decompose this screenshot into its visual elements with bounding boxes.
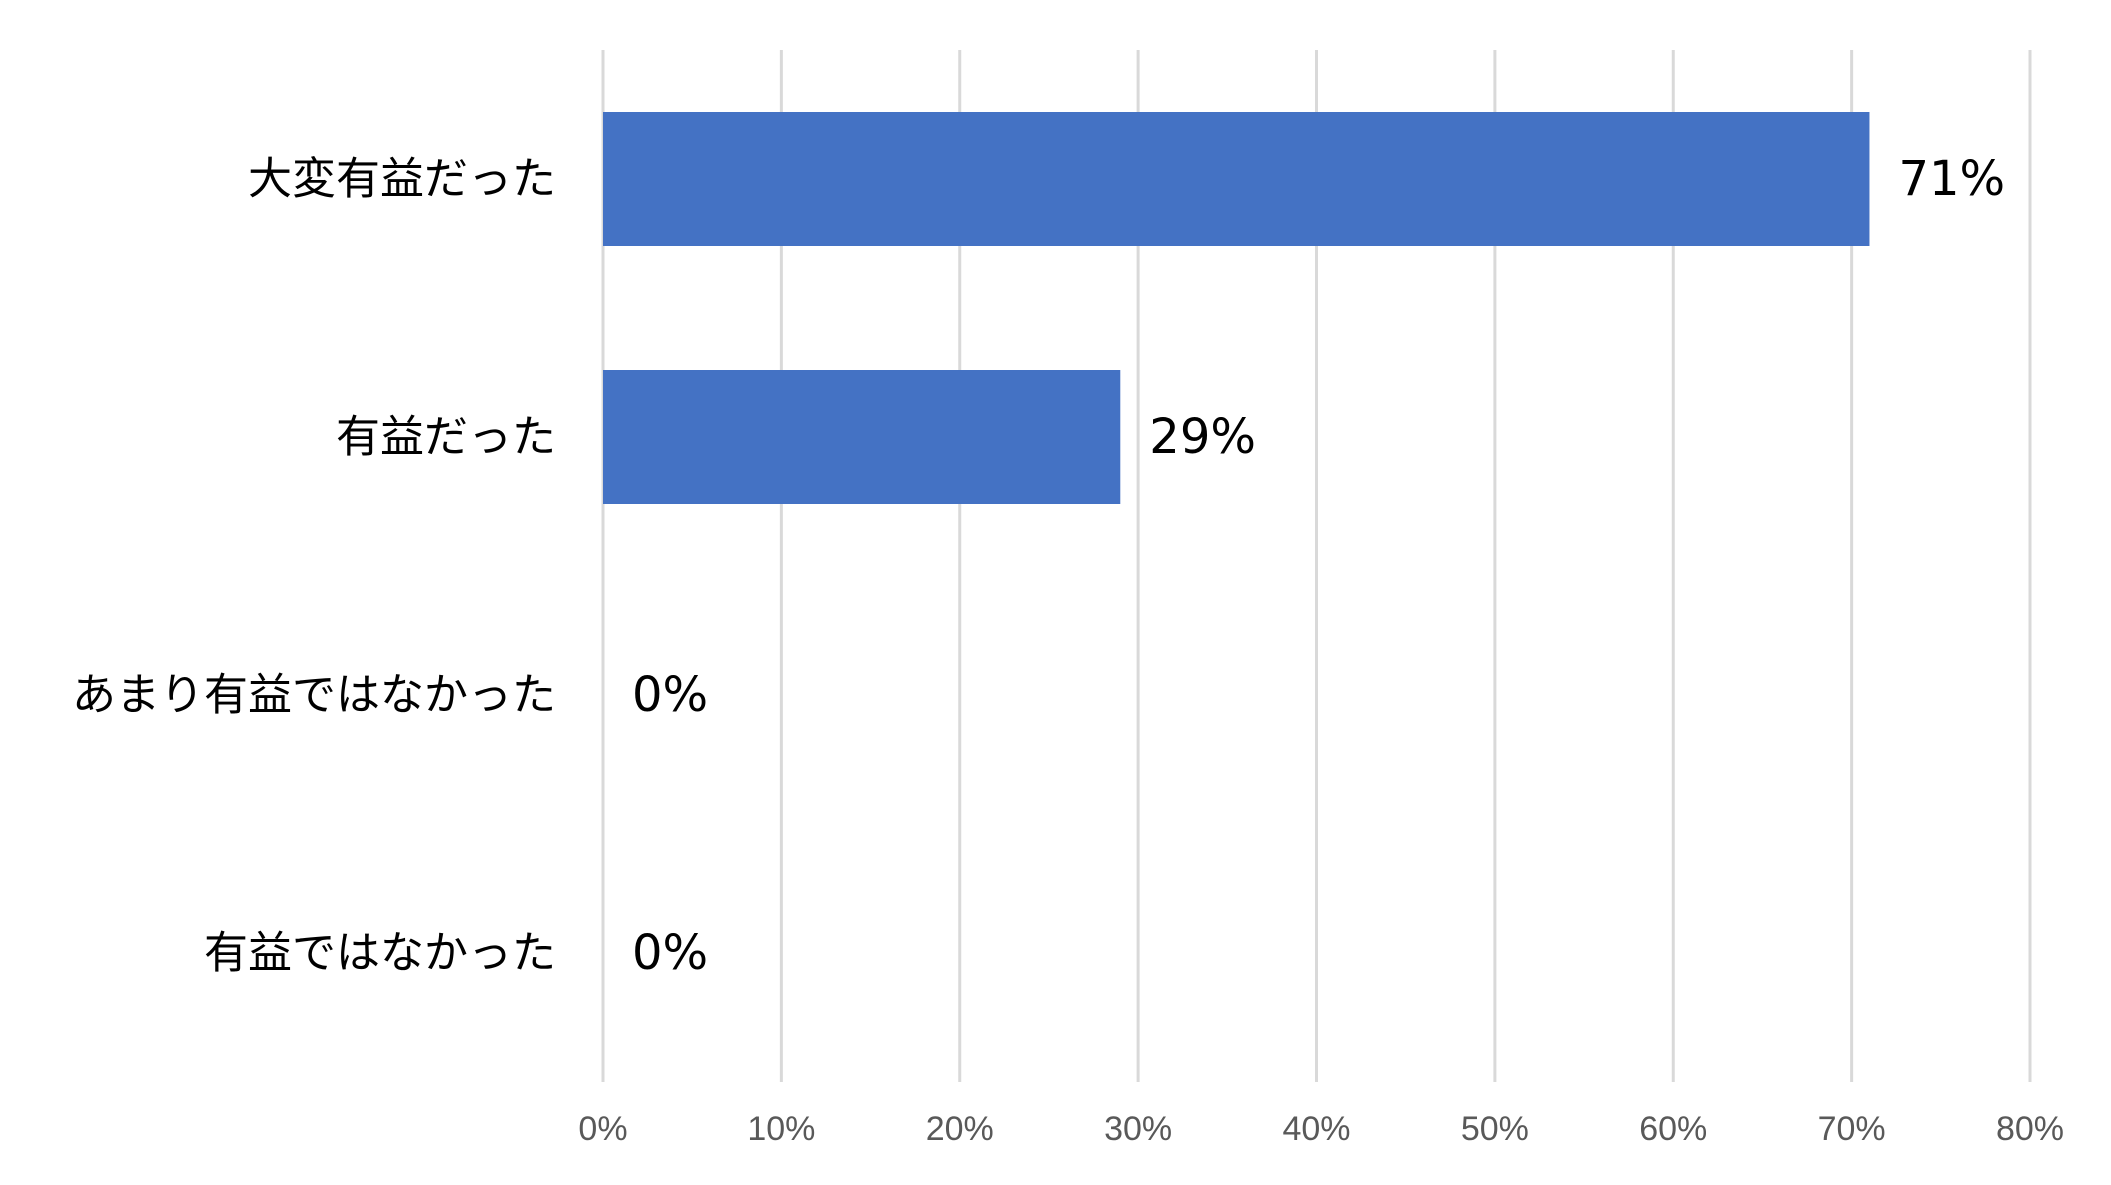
category-label: あまり有益ではなかった: [72, 670, 556, 721]
x-tick-label: 40%: [1282, 1110, 1350, 1148]
x-axis-tick-labels: 0% 10% 20% 30% 40% 50% 60% 70% 80%: [578, 1110, 2064, 1148]
x-tick-label: 20%: [926, 1110, 994, 1148]
bars: [603, 112, 1870, 504]
x-tick-label: 30%: [1104, 1110, 1172, 1148]
x-tick-label: 10%: [747, 1110, 815, 1148]
x-tick-label: 60%: [1639, 1110, 1707, 1148]
category-label: 有益だった: [336, 412, 556, 463]
data-label: 29%: [1149, 409, 1256, 465]
category-label: 大変有益だった: [248, 154, 556, 205]
data-label: 0%: [632, 925, 708, 981]
category-label: 有益ではなかった: [204, 928, 556, 979]
bar: [603, 112, 1870, 246]
x-tick-label: 70%: [1818, 1110, 1886, 1148]
data-label: 71%: [1898, 151, 2005, 207]
x-tick-label: 0%: [578, 1110, 627, 1148]
x-tick-label: 50%: [1461, 1110, 1529, 1148]
bar: [603, 370, 1121, 504]
data-labels: 71% 29% 0% 0%: [632, 151, 2005, 981]
data-label: 0%: [632, 667, 708, 723]
x-tick-label: 80%: [1996, 1110, 2064, 1148]
